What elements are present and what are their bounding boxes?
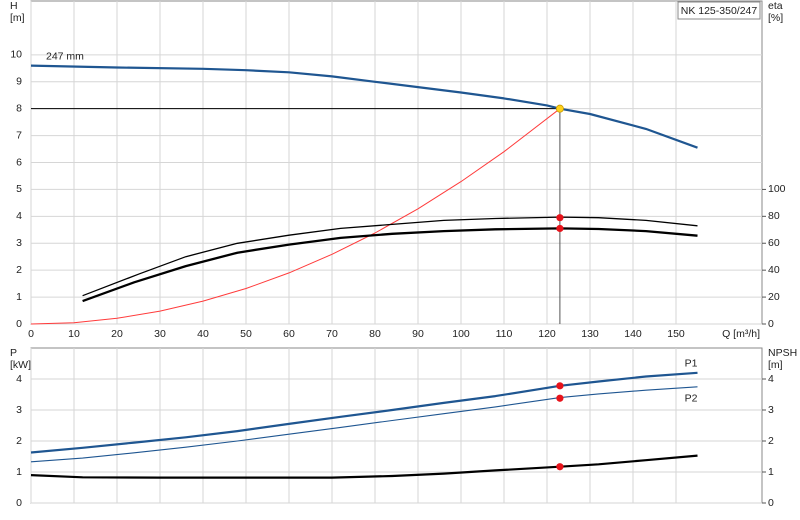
y-tick-label: 6 [16,156,22,168]
x-tick-label: 130 [581,328,599,340]
y2-axis-label: eta [768,0,783,12]
curve [30,386,698,463]
y-tick-label: 5 [16,183,22,195]
y-tick-label: 7 [16,129,22,141]
y-tick-label: 0 [16,497,22,509]
y2-tick-label: 4 [768,373,774,385]
y2-tick-label: 80 [768,210,780,222]
y-tick-label: 3 [16,237,22,249]
operating-point [556,394,564,402]
y-tick-label: 0 [16,318,22,330]
y2-tick-label: 40 [768,264,780,276]
y2-tick-label: 0 [768,497,774,509]
y-tick-label: 1 [16,466,22,478]
operating-point [556,214,564,222]
y-tick-label: 4 [16,210,22,222]
legend-box [677,1,761,20]
x-tick-label: 40 [197,328,209,340]
operating-point [556,463,564,471]
y2-axis-label: [%] [768,12,783,24]
series-label: 247 mm [46,50,84,62]
x-tick-label: 20 [111,328,123,340]
y2-axis-label: NPSH [768,347,797,359]
x-tick-label: 110 [496,328,513,340]
operating-point [555,104,564,113]
x-tick-label: 80 [369,328,381,340]
y-axis-label: P [10,347,17,359]
curve [30,371,698,454]
x-tick-label: 10 [68,328,80,340]
y-axis-label: H [10,0,18,12]
y-tick-label: 2 [16,435,22,447]
legend-title: NK 125-350/247 [681,5,758,17]
y2-tick-label: 0 [768,318,774,330]
x-tick-label: 90 [412,328,424,340]
x-tick-label: 70 [326,328,338,340]
x-axis-label: Q [m³/h] [722,328,760,340]
x-tick-label: 50 [240,328,252,340]
curve [82,216,698,297]
x-tick-label: 120 [538,328,556,340]
y-tick-label: 8 [16,102,22,114]
series-label: P1 [685,358,698,370]
y-axis-label: [m] [10,12,25,24]
y2-tick-label: 60 [768,237,780,249]
y-axis-label: [kW] [10,359,31,371]
plot-frame [30,347,763,504]
y2-tick-label: 1 [768,466,774,478]
operating-point [556,382,564,390]
y2-tick-label: 20 [768,291,780,303]
y-tick-label: 10 [10,49,22,61]
curve [30,108,561,325]
curve [82,227,698,303]
y2-tick-label: 100 [768,183,786,195]
series-label: P2 [685,393,698,405]
y-tick-label: 2 [16,264,22,276]
x-tick-label: 150 [667,328,685,340]
x-tick-label: 100 [452,328,470,340]
y-tick-label: 9 [16,76,22,88]
x-tick-label: 30 [154,328,166,340]
curve [30,64,698,149]
y-tick-label: 3 [16,404,22,416]
x-tick-label: 60 [283,328,295,340]
x-tick-label: 140 [624,328,642,340]
x-tick-label: 0 [28,328,34,340]
y-tick-label: 1 [16,291,22,303]
operating-point [556,224,564,233]
y-tick-label: 4 [16,373,22,385]
y2-axis-label: [m] [768,359,783,371]
y2-tick-label: 3 [768,404,774,416]
curve [30,454,698,479]
y2-tick-label: 2 [768,435,774,447]
